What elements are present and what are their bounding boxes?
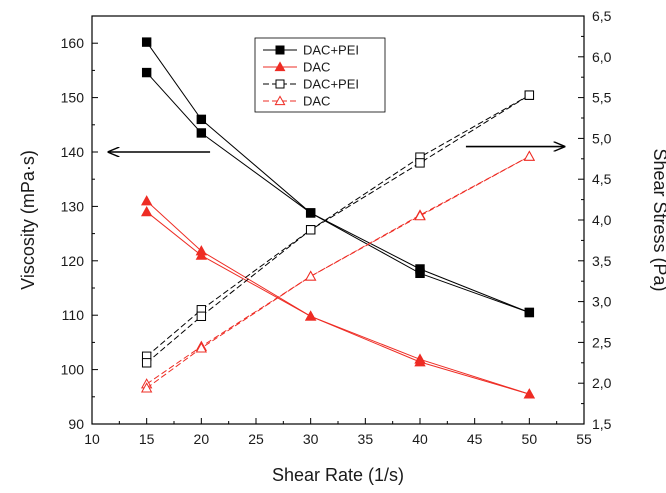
series-line	[146, 155, 530, 389]
series-line	[146, 200, 530, 395]
series-layer	[140, 37, 536, 399]
data-point	[523, 388, 536, 399]
x-tick-label: 55	[576, 431, 592, 447]
legend-items: DAC+PEI DAC DAC+PEI DAC	[263, 43, 359, 109]
data-point	[305, 225, 316, 235]
y-right-tick-label: 3,0	[592, 294, 612, 310]
y-left-tick-label: 160	[61, 35, 85, 51]
data-point	[304, 310, 317, 321]
y-right-tick-label: 2,0	[592, 375, 612, 391]
data-point	[195, 342, 208, 353]
x-tick-label: 15	[139, 431, 155, 447]
data-point	[304, 270, 317, 281]
legend-marker	[275, 45, 285, 55]
annotation-layer	[108, 147, 564, 152]
data-point	[196, 311, 207, 321]
legend-marker	[274, 61, 286, 72]
data-point	[140, 205, 153, 217]
x-axis-title: Shear Rate (1/s)	[272, 465, 404, 485]
y-left-tick-label: 130	[61, 198, 85, 214]
legend-item: DAC+PEI	[263, 77, 359, 92]
y-right-tick-label: 5,0	[592, 130, 612, 146]
data-point	[141, 37, 152, 47]
data-point	[196, 128, 207, 138]
legend-label: DAC	[303, 94, 330, 109]
legend-item: DAC	[263, 94, 330, 109]
y-right-tick-label: 6,0	[592, 49, 612, 65]
left-y-axis-title: Viscosity (mPa·s)	[18, 150, 38, 290]
y-right-tick-label: 1,5	[592, 416, 612, 432]
y-right-tick-label: 2,5	[592, 334, 612, 350]
left-y-axis: 90 100 110 120 130 140 150 160	[61, 15, 98, 432]
data-point	[195, 249, 208, 260]
legend-item: DAC+PEI	[263, 43, 359, 58]
x-tick-label: 10	[84, 431, 100, 447]
legend: DAC+PEI DAC DAC+PEI DAC	[254, 37, 386, 113]
data-point	[524, 90, 535, 100]
x-tick-label: 45	[467, 431, 483, 447]
legend-item: DAC	[263, 60, 330, 75]
data-point	[414, 210, 426, 221]
x-tick-label: 35	[358, 431, 374, 447]
y-left-tick-label: 140	[61, 144, 85, 160]
data-point	[305, 208, 316, 218]
data-point	[415, 158, 425, 168]
y-left-tick-label: 90	[68, 416, 84, 432]
x-axis: 10 15 20 25 30 35 40 45 50 55	[84, 418, 592, 447]
right-y-axis: 1,5 2,0 2,5 3,0 3,5 4,0 4,5 5,0 5,5 6,0 6,5	[578, 8, 612, 432]
data-point	[523, 150, 536, 161]
x-tick-label: 20	[194, 431, 210, 447]
y-right-tick-label: 3,5	[592, 253, 612, 269]
y-left-tick-label: 100	[61, 362, 85, 378]
x-tick-label: 40	[412, 431, 428, 447]
series-7	[140, 150, 536, 393]
y-right-tick-label: 4,0	[592, 212, 612, 228]
legend-marker	[274, 95, 286, 106]
x-tick-label: 30	[303, 431, 319, 447]
y-left-tick-label: 120	[61, 253, 85, 269]
data-point	[141, 67, 152, 78]
legend-label: DAC+PEI	[303, 77, 359, 92]
right-y-axis-title: Shear Stress (Pa)	[650, 148, 666, 291]
y-left-tick-label: 150	[61, 90, 85, 106]
y-left-tick-label: 110	[62, 307, 85, 323]
data-point	[140, 382, 153, 393]
series-1	[141, 67, 535, 318]
data-point	[140, 195, 153, 206]
data-point	[141, 358, 152, 368]
legend-label: DAC+PEI	[303, 43, 359, 58]
data-point	[414, 356, 426, 367]
legend-label: DAC	[303, 60, 330, 75]
x-tick-label: 50	[522, 431, 538, 447]
legend-marker	[275, 79, 285, 89]
data-point	[524, 307, 535, 318]
series-3	[140, 205, 536, 399]
data-point	[415, 264, 425, 274]
series-5	[141, 90, 535, 368]
y-right-tick-label: 4,5	[592, 171, 612, 187]
series-line	[146, 211, 530, 395]
data-point	[196, 114, 207, 125]
y-right-tick-label: 5,5	[592, 90, 612, 106]
x-tick-label: 25	[248, 431, 264, 447]
y-right-tick-label: 6,5	[592, 8, 612, 24]
